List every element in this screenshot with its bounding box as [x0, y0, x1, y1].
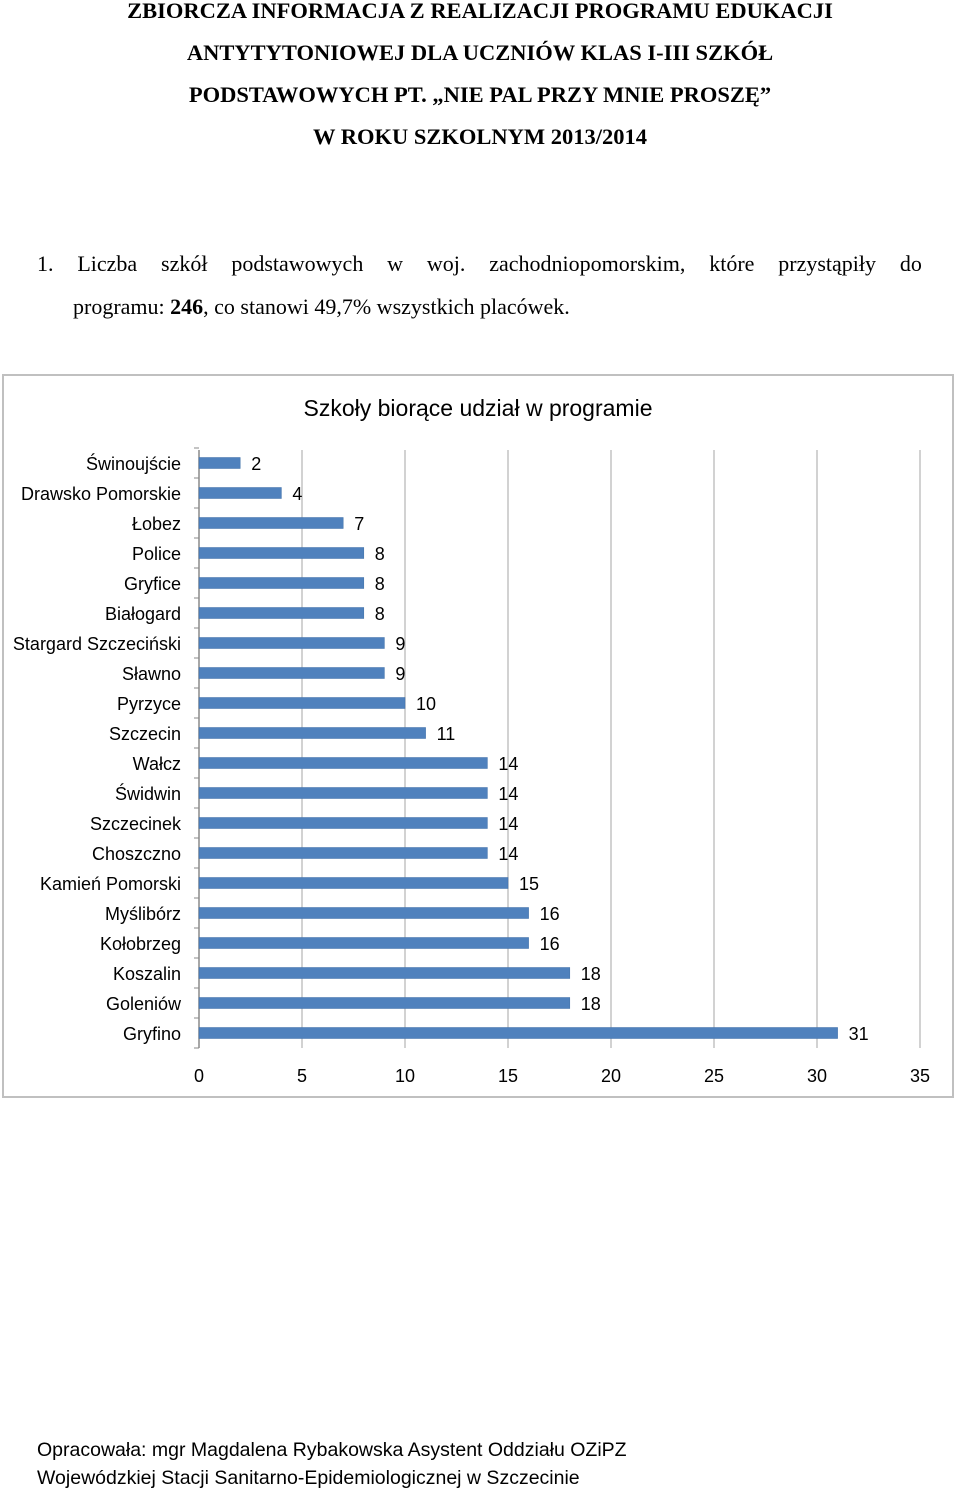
list-number: 1. — [37, 251, 54, 276]
data-label: 16 — [540, 934, 560, 954]
intro-suffix: , co stanowi 49,7% wszystkich placówek. — [203, 294, 570, 319]
category-label: Szczecinek — [90, 814, 182, 834]
data-label: 14 — [498, 784, 518, 804]
data-label: 14 — [498, 754, 518, 774]
chart-frame — [2, 374, 954, 1098]
data-label: 14 — [498, 814, 518, 834]
intro-word: do — [899, 251, 922, 276]
intro-word: zachodniopomorskim, — [489, 251, 686, 276]
intro-word: szkół — [161, 251, 208, 276]
data-label: 2 — [251, 454, 261, 474]
bar — [198, 967, 571, 979]
intro-word: Liczba — [77, 251, 138, 276]
intro-word: które — [709, 251, 755, 276]
data-label: 9 — [395, 634, 405, 654]
data-label: 11 — [437, 724, 456, 744]
x-tick-label: 20 — [601, 1066, 621, 1086]
bar — [198, 667, 385, 679]
data-label: 9 — [395, 664, 405, 684]
footer-line-1: Opracowała: mgr Magdalena Rybakowska Asy… — [37, 1439, 627, 1461]
data-label: 7 — [354, 514, 364, 534]
bar — [198, 817, 488, 829]
category-label: Drawsko Pomorskie — [21, 484, 181, 504]
intro-paragraph: 1. Liczba szkół podstawowych w woj. zachodnio… — [37, 242, 922, 328]
footer: Opracowała: mgr Magdalena Rybakowska Asy… — [37, 1436, 937, 1492]
category-label: Myślibórz — [105, 904, 181, 924]
x-tick-label: 35 — [910, 1066, 930, 1086]
bar — [198, 547, 365, 559]
category-label: Szczecin — [109, 724, 181, 744]
category-label: Goleniów — [106, 994, 182, 1014]
bar — [198, 787, 488, 799]
heading-line-3: PODSTAWOWYCH PT. „NIE PAL PRZY MNIE PROS… — [188, 82, 772, 107]
bar — [198, 727, 426, 739]
data-label: 18 — [581, 994, 601, 1014]
bar — [198, 937, 529, 949]
data-label: 8 — [375, 574, 385, 594]
bar — [198, 1027, 838, 1039]
heading-line-4: W ROKU SZKOLNYM 2013/2014 — [313, 124, 647, 149]
category-label: Świnoujście — [86, 453, 181, 474]
x-tick-label: 15 — [498, 1066, 518, 1086]
category-label: Koszalin — [113, 964, 181, 984]
data-label: 16 — [540, 904, 560, 924]
bar — [198, 877, 509, 889]
category-label: Police — [132, 544, 181, 564]
category-label: Choszczno — [92, 844, 181, 864]
bar — [198, 607, 365, 619]
category-label: Stargard Szczeciński — [13, 634, 181, 654]
intro-word: woj. — [426, 251, 466, 276]
x-tick-label: 0 — [194, 1066, 204, 1086]
bar — [198, 757, 488, 769]
heading-line-2: ANTYTYTONIOWEJ DLA UCZNIÓW KLAS I-III SZ… — [186, 40, 774, 65]
x-tick-label: 5 — [297, 1066, 307, 1086]
data-label: 18 — [581, 964, 601, 984]
bar — [198, 457, 241, 469]
category-label: Pyrzyce — [117, 694, 181, 714]
intro-line-2: programu: 246, co stanowi 49,7% wszystki… — [37, 285, 922, 328]
bar — [198, 637, 385, 649]
category-label: Kołobrzeg — [100, 934, 181, 954]
intro-word: w — [387, 251, 404, 276]
school-count: 246 — [170, 294, 204, 319]
bar-chart: Szkoły biorące udział w programie Świnouj… — [13, 395, 930, 1086]
data-label: 15 — [519, 874, 539, 894]
data-label: 8 — [375, 604, 385, 624]
bar — [198, 517, 344, 529]
bar — [198, 697, 406, 709]
category-label: Sławno — [122, 664, 181, 684]
x-tick-label: 25 — [704, 1066, 724, 1086]
bar — [198, 997, 571, 1009]
category-label: Kamień Pomorski — [40, 874, 181, 894]
heading-line-1: ZBIORCZA INFORMACJA Z REALIZACJI PROGRAM… — [127, 0, 833, 23]
category-label: Wałcz — [133, 754, 181, 774]
data-label: 10 — [416, 694, 436, 714]
intro-word: podstawowych — [231, 251, 364, 276]
intro-prefix: programu: — [73, 294, 171, 319]
bar — [198, 847, 488, 859]
category-label: Świdwin — [115, 783, 181, 804]
data-label: 4 — [292, 484, 302, 504]
chart-title: Szkoły biorące udział w programie — [304, 395, 653, 421]
category-label: Gryfice — [124, 574, 181, 594]
data-label: 31 — [849, 1024, 869, 1044]
category-label: Gryfino — [123, 1024, 181, 1044]
footer-line-2: Wojewódzkiej Stacji Sanitarno-Epidemiolo… — [37, 1467, 580, 1489]
category-label: Łobez — [132, 514, 181, 534]
bar — [198, 907, 529, 919]
bar — [198, 577, 365, 589]
x-tick-label: 30 — [807, 1066, 827, 1086]
x-tick-label: 10 — [395, 1066, 415, 1086]
category-label: Białogard — [105, 604, 181, 624]
data-label: 8 — [375, 544, 385, 564]
bar — [198, 487, 282, 499]
document-heading: ZBIORCZA INFORMACJA Z REALIZACJI PROGRAM… — [0, 0, 960, 158]
data-label: 14 — [498, 844, 518, 864]
intro-word: przystąpiły — [778, 251, 877, 276]
intro-line-1: 1. Liczba szkół podstawowych w woj. zachodnio… — [37, 242, 922, 285]
